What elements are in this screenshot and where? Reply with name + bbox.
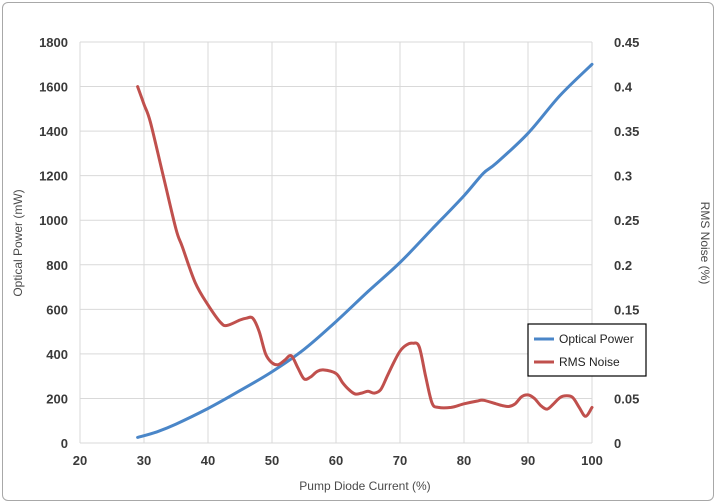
y2-tick-label: 0.25 <box>614 213 639 228</box>
y-tick-label: 1400 <box>39 124 68 139</box>
x-tick-label: 30 <box>137 453 151 468</box>
x-tick-label: 50 <box>265 453 279 468</box>
y-axis-title: Optical Power (mW) <box>11 189 25 296</box>
series-lines <box>136 62 594 439</box>
y2-tick-label: 0.45 <box>614 35 639 50</box>
x-axis-title: Pump Diode Current (%) <box>299 479 430 493</box>
series-line-optical-power <box>136 62 594 439</box>
y2-tick-label: 0.2 <box>614 258 632 273</box>
y-tick-label: 400 <box>46 347 68 362</box>
x-tick-label: 20 <box>73 453 87 468</box>
y-tick-label: 1600 <box>39 80 68 95</box>
axes: 002000.054000.16000.158000.210000.251200… <box>39 35 639 468</box>
x-tick-label: 100 <box>581 453 603 468</box>
legend-label-rms-noise: RMS Noise <box>559 355 620 369</box>
y2-tick-label: 0.35 <box>614 124 639 139</box>
y-tick-label: 1000 <box>39 213 68 228</box>
x-tick-label: 70 <box>393 453 407 468</box>
y2-axis-title: RMS Noise (%) <box>698 202 712 285</box>
x-tick-label: 60 <box>329 453 343 468</box>
series-line-rms-noise <box>136 85 594 418</box>
y2-tick-label: 0.05 <box>614 391 639 406</box>
y-tick-label: 800 <box>46 258 68 273</box>
y2-tick-label: 0.4 <box>614 80 633 95</box>
y2-tick-label: 0.3 <box>614 169 632 184</box>
x-tick-label: 40 <box>201 453 215 468</box>
legend-label-optical-power: Optical Power <box>559 332 634 346</box>
y2-tick-label: 0 <box>614 436 621 451</box>
y-tick-label: 1800 <box>39 35 68 50</box>
grid-lines <box>79 41 593 444</box>
y-tick-label: 1200 <box>39 169 68 184</box>
x-tick-label: 80 <box>457 453 471 468</box>
legend-box <box>527 323 647 377</box>
y-tick-label: 0 <box>61 436 68 451</box>
y-tick-label: 600 <box>46 302 68 317</box>
y2-tick-label: 0.15 <box>614 302 639 317</box>
legend: Optical Power RMS Noise <box>527 323 647 377</box>
x-tick-label: 90 <box>521 453 535 468</box>
y-tick-label: 200 <box>46 391 68 406</box>
